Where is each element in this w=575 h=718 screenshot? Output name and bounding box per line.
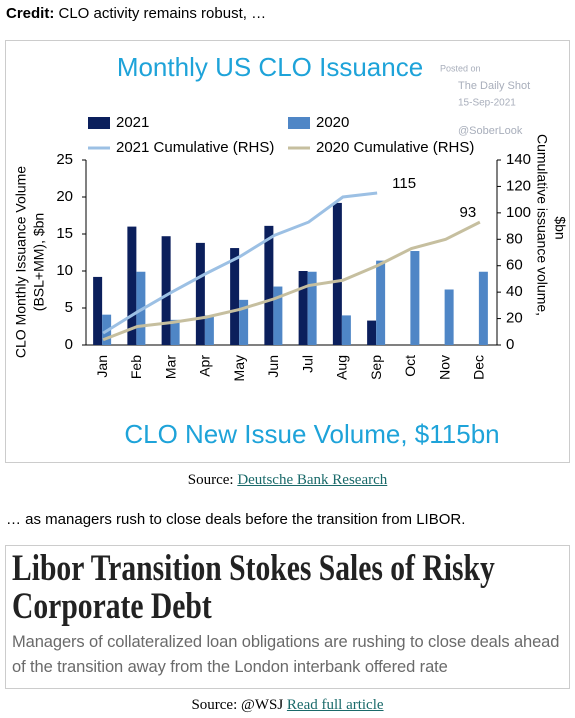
source-link[interactable]: Read full article [286,697,384,713]
bar [161,236,171,345]
bar [239,299,249,345]
y2-tick-label: 40 [506,283,523,300]
bar [204,315,214,345]
chart-subtitle: CLO New Issue Volume, $115bn [124,419,499,449]
line [102,191,378,335]
data-label: 93 [460,204,477,221]
legend-label: 2020 Cumulative (RHS) [316,139,474,156]
bar [410,251,420,345]
y-tick-label: 20 [56,188,73,205]
y2-tick-label: 140 [506,151,531,168]
source: Source: Deutsche Bank Research [0,472,575,489]
bar [230,248,240,345]
bar [127,226,137,345]
y-axis-label: CLO Monthly Issuance Volume [13,166,29,358]
article-title: Libor Transition Stokes Sales of Risky C… [12,548,495,627]
x-tick-label: May [231,355,247,381]
y2-tick-label: 60 [506,257,523,274]
watermark: The Daily Shot [458,80,530,92]
bar [170,319,180,345]
bar [298,271,308,345]
chart: Monthly US CLO Issuance CLO New Issue Vo… [13,52,568,449]
bar [367,320,377,345]
watermark: 15-Sep-2021 [458,98,516,109]
data-label: 115 [392,175,416,192]
bar [332,202,342,345]
line [102,220,481,342]
x-tick-label: Feb [128,355,144,379]
x-tick-label: Sep [368,355,384,380]
bar [195,242,205,345]
source: Source: @WSJ Read full article [0,697,575,714]
x-tick-label: Apr [197,355,213,377]
x-tick-label: Jan [94,355,110,378]
y-tick-label: 10 [56,262,73,279]
y2-axis-label: Cumulative issuance volume, [534,134,550,316]
x-tick-label: Jul [299,355,315,373]
x-tick-label: Dec [471,355,487,380]
x-tick-label: Oct [402,355,418,377]
watermark: Posted on [440,63,481,73]
x-tick-label: Mar [162,355,178,379]
intro-text: CLO activity remains robust, … [54,5,267,22]
bar [264,225,274,345]
bar [307,271,317,345]
y-tick-label: 5 [65,299,73,316]
watermark: @SoberLook [458,125,523,137]
y2-tick-label: 120 [506,177,531,194]
bar [341,315,351,345]
y-tick-label: 0 [65,336,73,353]
source-label: Source: [187,472,234,488]
x-tick-label: Aug [334,355,350,380]
bar [273,286,283,345]
article-card: Libor Transition Stokes Sales of Risky C… [5,545,570,689]
article-summary: Managers of collateralized loan obligati… [12,633,560,676]
legend-label: 2021 [116,114,149,131]
chart-title: Monthly US CLO Issuance [117,52,423,82]
bar [478,271,488,345]
x-tick-label: Jun [265,355,281,378]
intro: Credit: CLO activity remains robust, … [6,5,266,22]
x-tick-label: Nov [436,355,452,380]
y2-axis-label: $bn [552,216,568,239]
y-tick-label: 25 [56,151,73,168]
bar [376,260,386,345]
legend-label: 2020 [316,114,349,131]
legend-swatch [288,117,310,129]
y2-tick-label: 100 [506,204,531,221]
transition-text: … as managers rush to close deals before… [6,511,466,528]
y-axis-label: (BSL+MM), $bn [31,213,47,311]
y-tick-label: 15 [56,225,73,242]
intro-label: Credit: [6,5,55,22]
source-label: Source: @WSJ [191,697,284,713]
bar [444,289,454,345]
y2-tick-label: 80 [506,230,523,247]
chart-frame [5,40,570,463]
y2-tick-label: 0 [506,336,514,353]
legend-label: 2021 Cumulative (RHS) [116,139,274,156]
legend-swatch [88,117,110,129]
bar [93,276,103,345]
source-link[interactable]: Deutsche Bank Research [237,472,388,488]
y2-tick-label: 20 [506,310,523,327]
